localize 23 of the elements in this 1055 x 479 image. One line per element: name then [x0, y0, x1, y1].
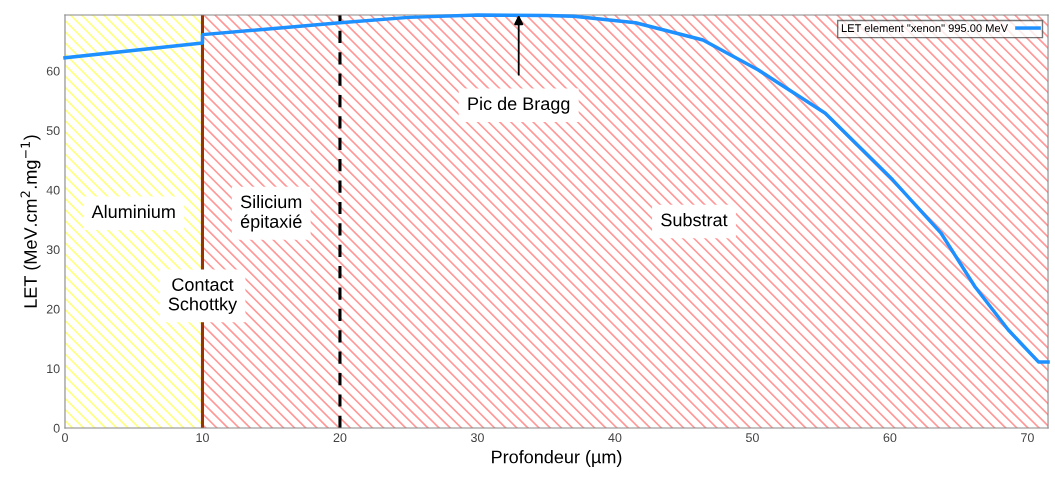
y-tick-label: 30 [46, 245, 60, 255]
x-tick-label: 50 [745, 433, 759, 443]
x-tick-label: 60 [883, 433, 897, 443]
x-tick-label: 70 [1021, 433, 1034, 443]
y-tick-label: 50 [46, 126, 60, 136]
ref-line-label: Contact Schottky [168, 278, 238, 314]
x-tick-label: 20 [333, 433, 347, 443]
x-axis-title: Profondeur (µm) [492, 450, 622, 467]
band-label: Silicium épitaxié [240, 194, 302, 232]
legend-label: LET element "xenon" 995.00 MeV [841, 23, 1008, 33]
y-tick-label: 20 [46, 304, 60, 314]
x-tick-label: 30 [470, 433, 484, 443]
x-tick-label: 10 [196, 433, 209, 443]
y-tick-label: 40 [46, 185, 60, 195]
band-label: Aluminium [91, 204, 175, 219]
y-tick-label: 60 [46, 66, 60, 76]
annotation: Pic de Bragg [468, 96, 570, 114]
y-axis-title: LET (MeV.cm$^{2}$.mg$^{−1}$) [20, 135, 41, 308]
y-tick-label: 0 [53, 423, 60, 433]
x-tick-label: 0 [62, 433, 68, 443]
y-tick-label: 10 [47, 364, 60, 374]
band-label: Substrat [661, 213, 728, 227]
x-tick-label: 40 [608, 433, 622, 443]
